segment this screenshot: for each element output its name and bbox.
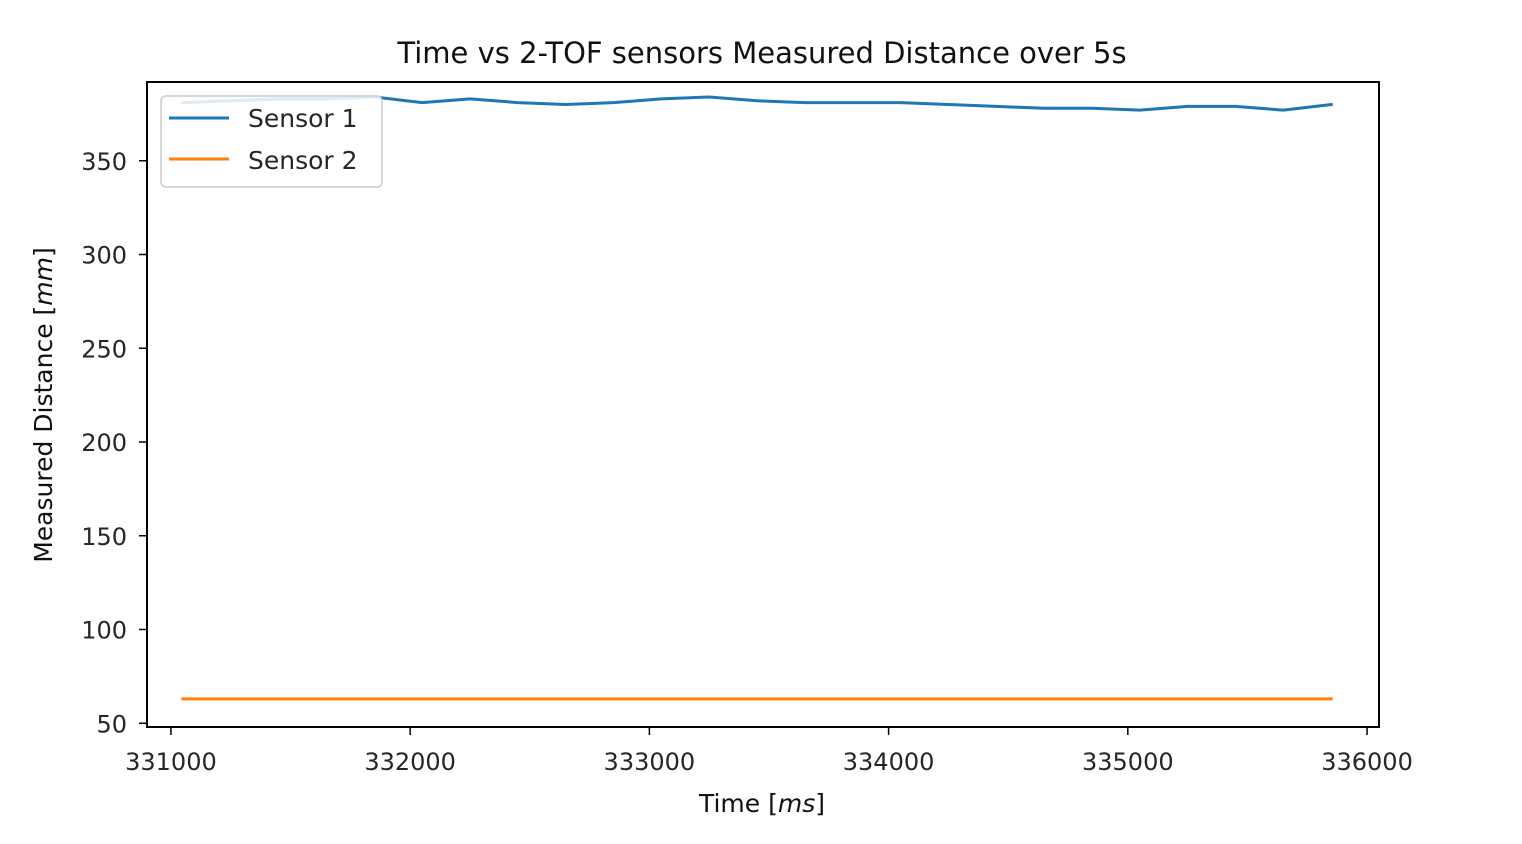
y-tick-label: 100 <box>81 617 127 645</box>
x-axis: 331000 332000 333000 334000 335000 336000 <box>125 727 1413 776</box>
y-tick-label: 300 <box>81 242 127 270</box>
axes-frame <box>146 81 1380 728</box>
x-axis-label-prefix: Time <box>698 789 768 818</box>
x-tick-label: 336000 <box>1321 748 1413 776</box>
y-axis: 50 100 150 200 250 300 350 <box>81 148 147 738</box>
y-axis-label-unit: mm <box>29 257 58 306</box>
y-tick-label: 350 <box>81 148 127 176</box>
y-tick-label: 50 <box>96 710 127 738</box>
chart-title: Time vs 2-TOF sensors Measured Distance … <box>396 36 1126 70</box>
y-axis-label-prefix: Measured Distance <box>29 315 58 562</box>
x-tick-label: 333000 <box>604 748 696 776</box>
y-tick-label: 150 <box>81 523 127 551</box>
x-axis-label-unit: ms <box>778 789 815 818</box>
x-tick-label: 331000 <box>125 748 217 776</box>
y-axis-label: Measured Distance [mm] <box>29 247 58 563</box>
x-axis-label: Time [ms] <box>698 789 825 818</box>
legend-label-sensor-1: Sensor 1 <box>248 104 358 133</box>
legend-label-sensor-2: Sensor 2 <box>248 146 358 175</box>
x-tick-label: 334000 <box>843 748 935 776</box>
x-tick-label: 332000 <box>364 748 456 776</box>
legend: Sensor 1 Sensor 2 <box>160 95 383 188</box>
x-tick-label: 335000 <box>1082 748 1174 776</box>
y-tick-label: 200 <box>81 429 127 457</box>
y-tick-label: 250 <box>81 335 127 363</box>
